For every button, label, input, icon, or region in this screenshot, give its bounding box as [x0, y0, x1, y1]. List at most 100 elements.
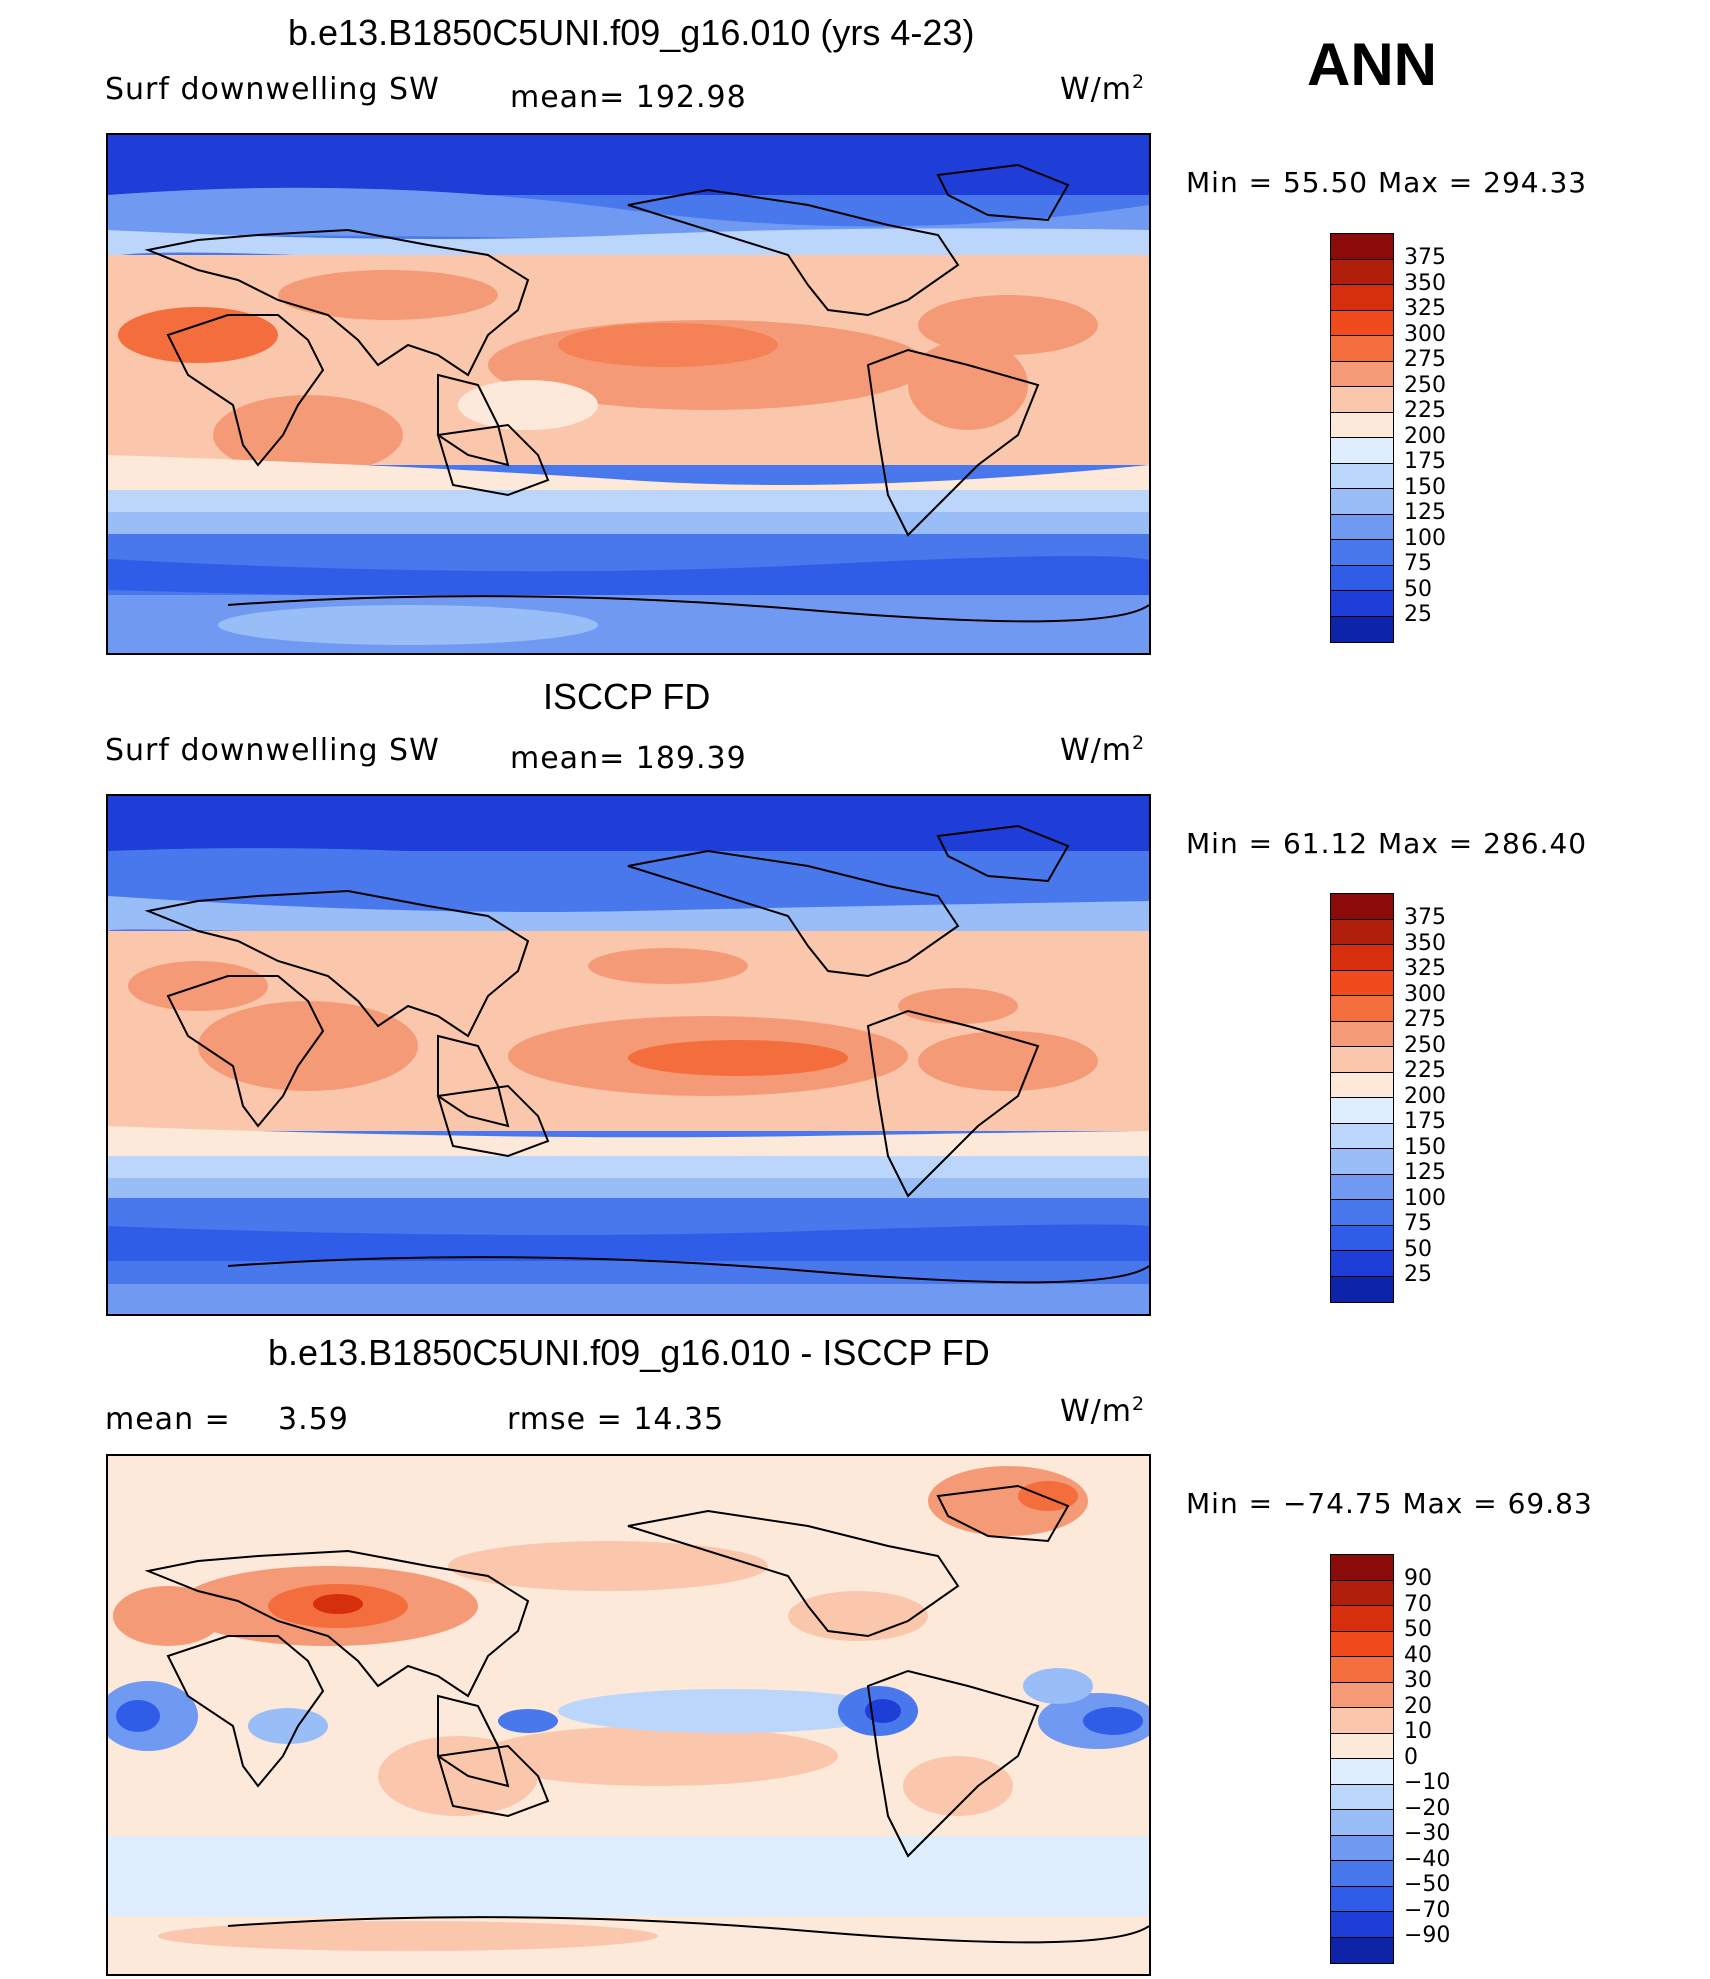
colorbar-label: 150: [1404, 1134, 1446, 1160]
colorbar-swatch: [1331, 1733, 1393, 1759]
colorbar-label: 150: [1404, 474, 1446, 500]
panel-3-colorbar: [1330, 1554, 1394, 1964]
colorbar-swatch: [1331, 234, 1393, 260]
colorbar-label: 350: [1404, 270, 1446, 296]
panel-2-minmax: Min = 61.12 Max = 286.40: [1186, 827, 1588, 860]
colorbar-label: 30: [1404, 1668, 1432, 1693]
panel-1-map-svg: [108, 135, 1149, 653]
colorbar-label: 100: [1404, 1185, 1446, 1211]
panel-2-colorbar: [1330, 893, 1394, 1303]
colorbar-label: 0: [1404, 1744, 1418, 1770]
colorbar-label: −90: [1404, 1923, 1451, 1948]
panel-2-map-svg: [108, 796, 1149, 1314]
colorbar-label: 325: [1404, 956, 1446, 981]
panel-2-colorbar-labels: 375 350 325 300 275 250 225 200 175 150 125 100 75 50…: [1404, 905, 1446, 1288]
colorbar-label: −40: [1404, 1846, 1451, 1872]
colorbar-label: 125: [1404, 1160, 1446, 1185]
panel-3-mean-label: mean =: [105, 1402, 231, 1437]
panel-3-mean-value: 3.59: [278, 1402, 349, 1437]
colorbar-swatch: [1331, 1072, 1393, 1098]
colorbar-swatch: [1331, 1580, 1393, 1606]
colorbar-swatch: [1331, 1098, 1393, 1124]
colorbar-swatch: [1331, 996, 1393, 1022]
panel-3-unit-base: W/m: [1060, 1394, 1132, 1429]
colorbar-swatch: [1331, 1759, 1393, 1785]
panel-1-unit-base: W/m: [1060, 72, 1132, 107]
panel-1-title: b.e13.B1850C5UNI.f09_g16.010 (yrs 4-23): [288, 12, 975, 53]
colorbar-swatch: [1331, 1886, 1393, 1912]
colorbar-label: 25: [1404, 602, 1432, 627]
colorbar-swatch: [1331, 919, 1393, 945]
colorbar-swatch: [1331, 1861, 1393, 1887]
colorbar-swatch: [1331, 1276, 1393, 1302]
colorbar-label: 350: [1404, 930, 1446, 956]
colorbar-swatch: [1331, 310, 1393, 336]
colorbar-swatch: [1331, 540, 1393, 566]
panel-2-title: ISCCP FD: [543, 676, 711, 717]
colorbar-label: 250: [1404, 372, 1446, 398]
panel-1-unit-exp: 2: [1132, 71, 1146, 93]
colorbar-label: 175: [1404, 1109, 1446, 1134]
colorbar-label: 125: [1404, 500, 1446, 525]
colorbar-label: −10: [1404, 1770, 1451, 1795]
panel-1-unit: W/m2: [1060, 72, 1145, 107]
colorbar-label: −20: [1404, 1795, 1451, 1821]
colorbar-swatch: [1331, 1912, 1393, 1938]
colorbar-swatch: [1331, 565, 1393, 591]
colorbar-swatch: [1331, 1682, 1393, 1708]
panel-3-rmse: rmse = 14.35: [507, 1402, 725, 1437]
colorbar-label: −50: [1404, 1872, 1451, 1897]
colorbar-label: −30: [1404, 1821, 1451, 1846]
colorbar-swatch: [1331, 1149, 1393, 1175]
colorbar-label: 50: [1404, 576, 1432, 602]
colorbar-label: 50: [1404, 1236, 1432, 1262]
colorbar-label: 375: [1404, 905, 1446, 930]
panel-3-colorbar-labels: 90 70 50 40 30 20 10 0 −10 −20 −30 −40 −50 −70 −90: [1404, 1566, 1450, 1949]
colorbar-swatch: [1331, 1200, 1393, 1226]
panel-2-variable: Surf downwelling SW: [105, 733, 440, 768]
panel-1-map: [106, 133, 1151, 655]
colorbar-label: 90: [1404, 1566, 1432, 1591]
colorbar-label: 50: [1404, 1617, 1432, 1642]
panel-2-map: [106, 794, 1151, 1316]
colorbar-swatch: [1331, 1784, 1393, 1810]
panel-3-minmax: Min = −74.75 Max = 69.83: [1186, 1487, 1593, 1520]
colorbar-swatch: [1331, 1606, 1393, 1632]
colorbar-swatch: [1331, 336, 1393, 362]
panel-3-title: b.e13.B1850C5UNI.f09_g16.010 - ISCCP FD: [268, 1332, 990, 1373]
colorbar-label: 275: [1404, 347, 1446, 372]
colorbar-label: 40: [1404, 1642, 1432, 1668]
panel-3-unit: W/m2: [1060, 1394, 1145, 1429]
colorbar-label: 175: [1404, 449, 1446, 474]
colorbar-label: 250: [1404, 1032, 1446, 1058]
colorbar-label: 300: [1404, 981, 1446, 1007]
colorbar-label: 300: [1404, 321, 1446, 347]
panel-1-colorbar-labels: 375 350 325 300 275 250 225 200 175 150 125 100 75 50…: [1404, 245, 1446, 628]
panel-1-variable: Surf downwelling SW: [105, 72, 440, 107]
colorbar-swatch: [1331, 1174, 1393, 1200]
colorbar-swatch: [1331, 1631, 1393, 1657]
colorbar-swatch: [1331, 1555, 1393, 1581]
colorbar-swatch: [1331, 259, 1393, 285]
colorbar-label: 200: [1404, 1083, 1446, 1109]
colorbar-label: 70: [1404, 1591, 1432, 1617]
colorbar-swatch: [1331, 412, 1393, 438]
colorbar-swatch: [1331, 361, 1393, 387]
colorbar-label: 75: [1404, 551, 1432, 576]
panel-2-unit: W/m2: [1060, 733, 1145, 768]
colorbar-swatch: [1331, 489, 1393, 515]
colorbar-label: 10: [1404, 1719, 1432, 1744]
panel-3-map: [106, 1454, 1151, 1976]
colorbar-label: 225: [1404, 398, 1446, 423]
colorbar-swatch: [1331, 438, 1393, 464]
panel-2-unit-base: W/m: [1060, 733, 1132, 768]
colorbar-label: 25: [1404, 1262, 1432, 1287]
colorbar-swatch: [1331, 616, 1393, 642]
colorbar-swatch: [1331, 1835, 1393, 1861]
colorbar-swatch: [1331, 514, 1393, 540]
panel-3-map-svg: [108, 1456, 1149, 1974]
panel-2-unit-exp: 2: [1132, 732, 1146, 754]
colorbar-swatch: [1331, 1021, 1393, 1047]
colorbar-swatch: [1331, 1251, 1393, 1277]
colorbar-label: 20: [1404, 1693, 1432, 1719]
